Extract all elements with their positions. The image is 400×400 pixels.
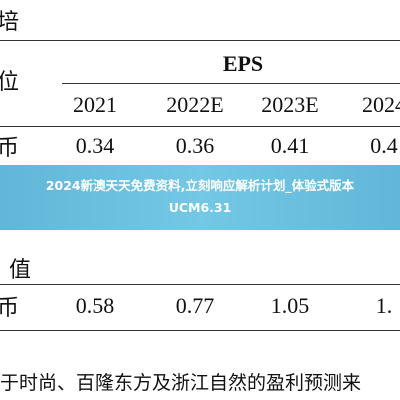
cell: 币 [0,295,20,320]
cell: 0.77 [175,293,215,318]
cell: 0.36 [175,133,215,158]
rule [0,126,400,127]
header-left: 培 [0,9,20,34]
rule [0,284,400,285]
unit-label: 位 [0,69,20,94]
rule [0,40,400,41]
cell: 0.41 [270,133,310,158]
column-header: 2023E [261,92,319,117]
rule [0,330,400,331]
cell: 币 [0,135,20,160]
cell: 1.05 [270,293,310,318]
column-header: 2021 [73,92,117,117]
group-header: EPS [222,51,264,76]
cell: 0.4 [370,133,398,158]
cell: 1. [375,293,393,318]
footer-text: 于时尚、百隆东方及浙江自然的盈利预测来 [0,372,362,394]
cell: 0.58 [75,293,115,318]
section-label: 值 [8,257,32,282]
cell: 0.34 [75,133,115,158]
column-header: 2022E [166,92,224,117]
banner-title[interactable]: 2024新澳天天免费资料,立刻响应解析计划_体验式版本UCM6.31 [45,178,355,215]
column-header: 2024 [362,92,400,117]
rule [62,83,400,84]
banner[interactable]: 2024新澳天天免费资料,立刻响应解析计划_体验式版本UCM6.31 [0,165,400,230]
